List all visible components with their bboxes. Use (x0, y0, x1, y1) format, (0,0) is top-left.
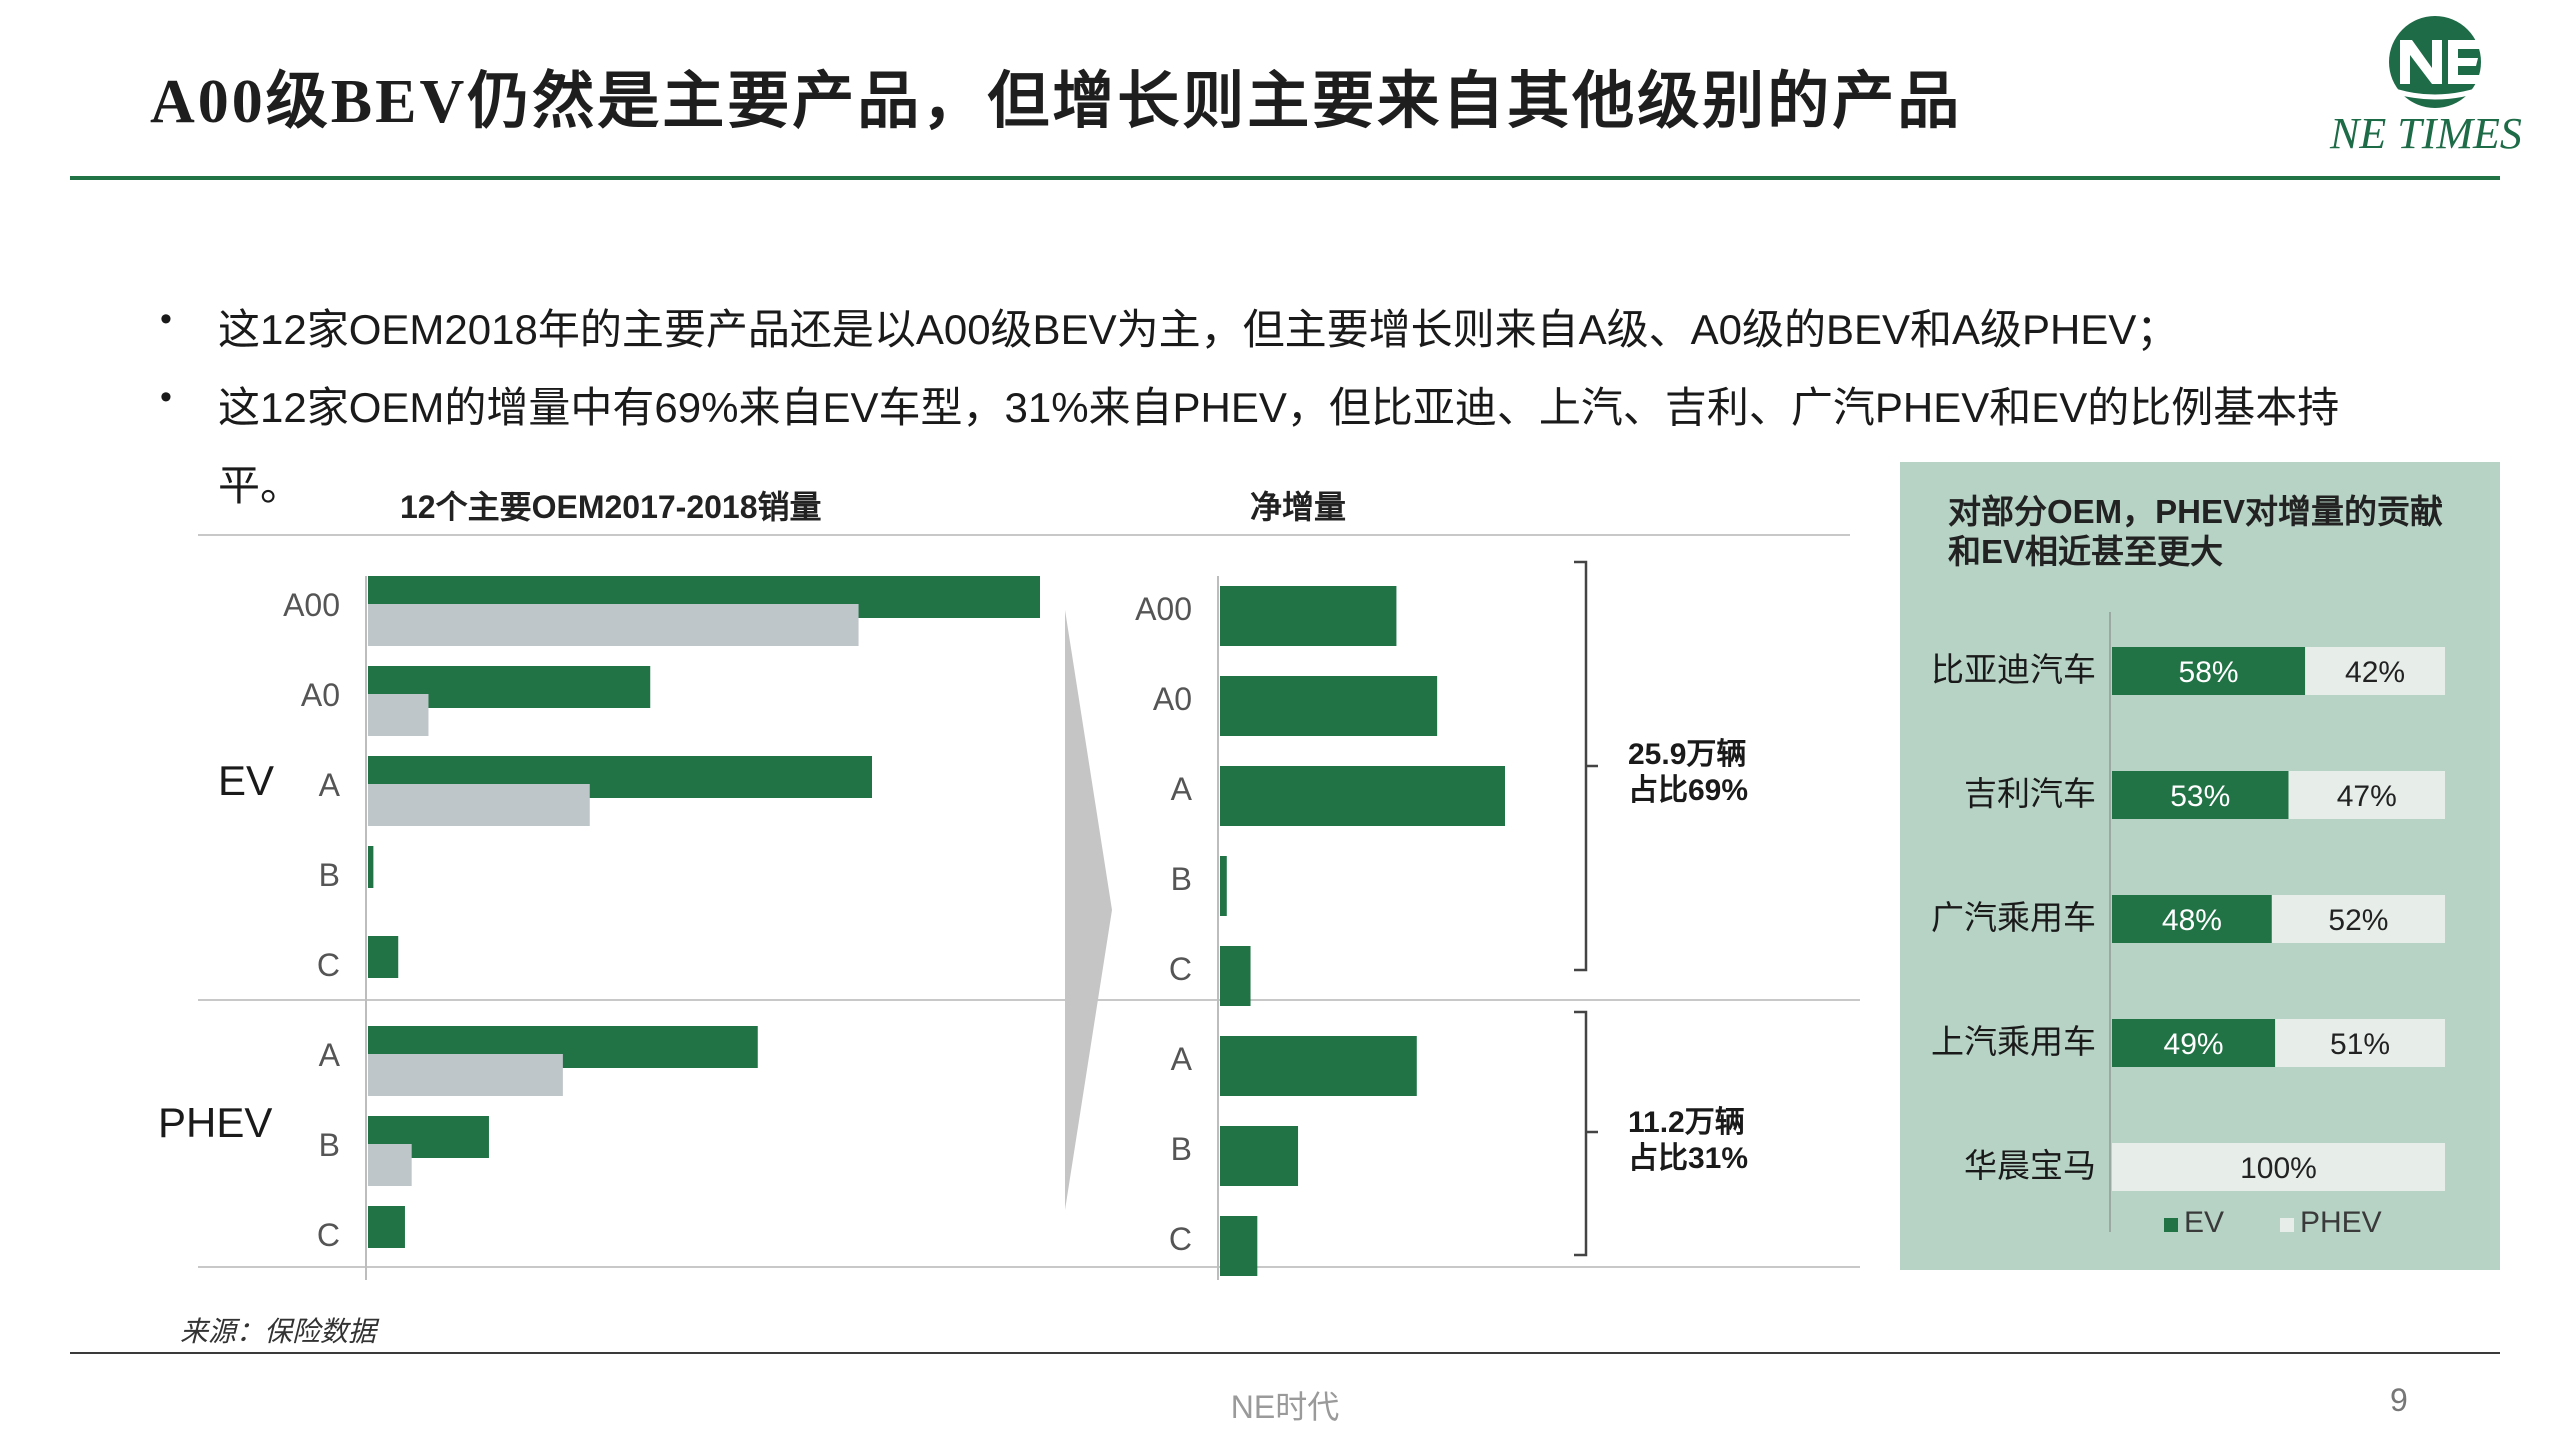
oem-phev-value: 47% (2337, 780, 2397, 813)
arrow-chevron-icon (1065, 610, 1112, 1210)
increment-bar (1220, 586, 1397, 646)
increment-category-label: C (1169, 1221, 1192, 1257)
sales-category-label: B (319, 857, 340, 893)
sales-bar-2017 (368, 604, 859, 646)
oem-phev-value: 52% (2328, 904, 2388, 937)
oem-share-panel-title: 对部分OEM，PHEV对增量的贡献和EV相近甚至更大 (1948, 493, 2444, 570)
oem-category-label: 吉利汽车 (1964, 775, 2096, 812)
sales-category-label: A00 (283, 587, 340, 623)
bullet-marker: • (160, 300, 172, 338)
legend-phev-label: PHEV (2300, 1206, 2382, 1239)
increment-bar (1220, 1036, 1417, 1096)
increment-bar (1220, 1216, 1258, 1276)
bullet-1: 这12家OEM2018年的主要产品还是以A00级BEV为主，但主要增长则来自A级… (218, 306, 2179, 353)
phev-annotation-volume: 11.2万辆 (1628, 1106, 1745, 1139)
increment-category-label: C (1169, 951, 1192, 987)
increment-bar (1220, 766, 1505, 826)
sales-category-label: C (317, 1217, 340, 1253)
oem-category-label: 广汽乘用车 (1931, 899, 2096, 936)
logo-text: NE TIMES (2330, 109, 2522, 158)
oem-phev-value: 42% (2345, 656, 2405, 689)
sales-category-label: B (319, 1127, 340, 1163)
bullet-2-continued: 平。 (218, 462, 303, 509)
increment-bar (1220, 1126, 1299, 1186)
increment-category-label: A (1171, 1041, 1193, 1077)
sales-bar-2017 (368, 694, 429, 736)
oem-phev-value: 51% (2330, 1028, 2390, 1061)
sales-bar-2018 (368, 846, 374, 888)
increment-category-label: A0 (1153, 681, 1192, 717)
sales-bar-2017 (368, 1054, 563, 1096)
oem-ev-segment (2112, 771, 2289, 819)
sales-category-label: A (319, 1037, 341, 1073)
oem-ev-segment (2112, 647, 2306, 695)
increment-bar (1220, 946, 1251, 1006)
increment-category-label: B (1171, 861, 1192, 897)
increment-chart-title: 净增量 (1250, 489, 1347, 525)
group-label-phev: PHEV (158, 1099, 272, 1146)
bullet-marker: • (160, 378, 172, 416)
sales-bar-2017 (368, 1144, 412, 1186)
legend-phev-swatch (2280, 1218, 2294, 1232)
oem-phev-segment (2305, 647, 2445, 695)
oem-ev-segment (2112, 1019, 2276, 1067)
oem-ev-value: 58% (2179, 656, 2239, 689)
oem-share-panel (1900, 462, 2500, 1270)
bar-charts: EV PHEV A00 A0 A B C A B C A00 A0 A B C A B C 25.9万辆 占… (158, 534, 1860, 1280)
oem-phev-segment (2112, 1143, 2445, 1191)
page-number: 9 (2390, 1382, 2408, 1418)
oem-phev-value: 100% (2240, 1152, 2317, 1185)
oem-category-label: 上汽乘用车 (1931, 1023, 2096, 1060)
sales-category-label: A (319, 767, 341, 803)
phev-annotation-share: 占比31% (1628, 1142, 1748, 1175)
footer-divider (70, 1352, 2500, 1354)
group-label-ev: EV (218, 757, 274, 804)
oem-category-label: 华晨宝马 (1964, 1147, 2096, 1184)
legend-ev-swatch (2164, 1218, 2178, 1232)
legend-ev-label: EV (2184, 1206, 2224, 1239)
sales-category-label: A0 (301, 677, 340, 713)
bullet-2: 这12家OEM的增量中有69%来自EV车型，31%来自PHEV，但比亚迪、上汽、… (218, 384, 2340, 431)
oem-phev-segment (2288, 771, 2445, 819)
footer-brand: NE时代 (1230, 1389, 1340, 1425)
sales-bar-2018 (368, 936, 399, 978)
sales-category-label: C (317, 947, 340, 983)
page-title: A00级BEV仍然是主要产品，但增长则主要来自其他级别的产品 (150, 68, 1963, 136)
ne-times-logo (2379, 16, 2491, 108)
ev-annotation-volume: 25.9万辆 (1628, 738, 1746, 771)
source-note: 来源：保险数据 (180, 1316, 377, 1347)
phev-bracket (1574, 1010, 1588, 1257)
oem-ev-value: 53% (2170, 780, 2230, 813)
ev-bracket (1574, 560, 1588, 972)
ev-annotation-share: 占比69% (1628, 774, 1748, 807)
oem-share-chart: 比亚迪汽车 58% 42% 吉利汽车 53% 47% 广汽乘用车 48% 52% 上汽乘用车 49%… (1931, 612, 2445, 1239)
sales-bar-2018 (368, 1206, 405, 1248)
oem-phev-segment (2275, 1019, 2445, 1067)
sales-chart-title: 12个主要OEM2017-2018销量 (400, 489, 822, 525)
sales-bar-2017 (368, 784, 590, 826)
title-divider (70, 176, 2500, 180)
oem-ev-segment (2112, 895, 2272, 943)
oem-category-label: 比亚迪汽车 (1931, 651, 2096, 688)
increment-bar (1220, 676, 1438, 736)
increment-category-label: B (1171, 1131, 1192, 1167)
increment-bar (1220, 856, 1227, 916)
oem-phev-segment (2271, 895, 2445, 943)
increment-category-label: A00 (1135, 591, 1192, 627)
oem-ev-value: 48% (2162, 904, 2222, 937)
oem-ev-value: 49% (2164, 1028, 2224, 1061)
increment-category-label: A (1171, 771, 1193, 807)
